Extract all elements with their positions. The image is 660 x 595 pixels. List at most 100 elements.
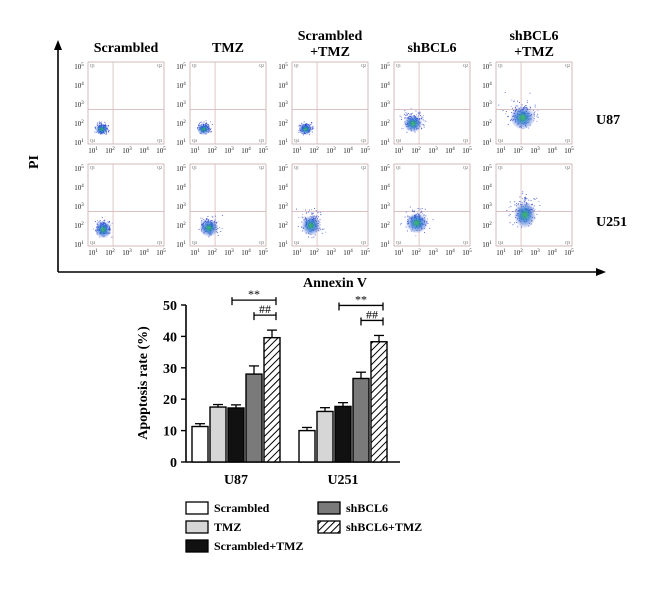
y-tick-label: 101 [482, 241, 492, 249]
event-dot [528, 199, 530, 201]
event-dot [410, 108, 412, 110]
bar [245, 373, 263, 463]
y-tick-label: 102 [74, 120, 84, 128]
event-dot [217, 234, 219, 236]
event-dot [312, 213, 314, 214]
event-dot [311, 214, 313, 216]
event-dot [407, 215, 409, 217]
legend-swatch [185, 520, 209, 534]
event-dot [97, 221, 99, 223]
event-dot [306, 212, 308, 214]
event-dot [311, 131, 313, 133]
event-dot [514, 201, 516, 203]
event-dot [512, 211, 514, 212]
density-core [94, 220, 112, 239]
event-dot [537, 113, 539, 115]
event-dot [404, 117, 406, 119]
event-dot [300, 124, 302, 126]
legend-label: TMZ [214, 520, 241, 534]
event-dot [308, 236, 310, 238]
flow-row-labels: U87 U251 [596, 113, 627, 230]
event-dot [403, 113, 405, 115]
event-dot [108, 221, 110, 223]
event-dot [211, 215, 213, 217]
event-dot [512, 224, 514, 226]
event-dot [422, 119, 424, 121]
y-tick-label: 103 [482, 101, 492, 109]
flow-plot-frame [495, 163, 573, 247]
event-dot [415, 235, 417, 237]
quadrant-label: Q4 [396, 240, 401, 245]
quadrant-label: Q3 [463, 240, 468, 245]
x-tick-label: 102 [207, 249, 217, 257]
event-dot [204, 219, 206, 221]
event-dot [312, 126, 314, 128]
event-dot [318, 216, 319, 218]
event-dot [111, 222, 113, 224]
event-dot [514, 204, 516, 206]
x-tick-label: 103 [428, 249, 438, 257]
flow-column-title: +TMZ [310, 45, 350, 60]
event-dot [516, 202, 518, 204]
event-dot [423, 127, 425, 129]
flow-column-title: Scrambled [94, 41, 159, 56]
event-dot [421, 211, 423, 213]
event-dot [421, 116, 423, 118]
x-tick-label: 101 [292, 147, 302, 155]
event-dot [104, 121, 106, 123]
legend-swatch [317, 501, 341, 515]
event-dot [320, 229, 322, 231]
event-dot [296, 208, 298, 210]
event-dot [514, 222, 516, 224]
event-dot [94, 126, 96, 128]
quadrant-label: Q1 [396, 165, 401, 170]
x-tick-label: 101 [190, 249, 200, 257]
event-dot [95, 221, 96, 223]
event-dot [302, 217, 304, 219]
event-dot [314, 208, 316, 209]
significance-label: ** [248, 287, 260, 301]
event-dot [413, 211, 415, 213]
flow-plot: Q1 Q2 Q3 Q4 101 102 103 104 105 101 102 103 104 105 [278, 163, 370, 257]
y-tick-label: 101 [176, 139, 186, 147]
y-tick-label: 105 [482, 165, 492, 173]
y-tick-label: 104 [74, 82, 84, 90]
event-dot [103, 220, 105, 222]
x-tick-label: 103 [530, 147, 540, 155]
event-dot [522, 191, 524, 193]
event-dot [298, 217, 300, 219]
quadrant-label: Q3 [157, 240, 162, 245]
event-dot [109, 221, 110, 222]
quadrant-label: Q3 [157, 138, 162, 143]
event-dot [205, 119, 207, 121]
x-tick-label: 104 [445, 147, 455, 155]
event-dot [406, 113, 408, 115]
event-dot [509, 201, 511, 203]
event-dot [515, 106, 516, 108]
quadrant-label: Q1 [90, 63, 95, 68]
flow-plot: Q1 Q2 Q3 Q4 101 102 103 104 105 101 102 103 104 105 [74, 61, 166, 155]
event-dot [513, 101, 515, 103]
bar [370, 341, 388, 463]
event-dot [215, 220, 216, 222]
event-dot [401, 119, 403, 120]
y-tick-label: 103 [278, 101, 288, 109]
event-dot [199, 121, 201, 123]
density-core [94, 123, 109, 136]
flow-x-label: Annexin V [303, 276, 367, 291]
flow-plot: Q1 Q2 Q3 Q4 101 102 103 104 105 101 102 103 104 105 [380, 61, 472, 155]
event-dot [421, 117, 423, 119]
y-tick-label: 101 [74, 241, 84, 249]
event-dot [110, 224, 112, 226]
x-tick-label: 105 [258, 147, 268, 155]
event-dot [417, 113, 419, 115]
quadrant-label: Q2 [361, 63, 366, 68]
event-dot [427, 218, 428, 220]
y-tick-label: 105 [176, 63, 186, 71]
y-tick-label: 104 [176, 82, 186, 90]
event-dot [524, 196, 526, 198]
event-dot [505, 113, 507, 115]
x-tick-label: 105 [462, 249, 472, 257]
x-tick-label: 105 [360, 147, 370, 155]
